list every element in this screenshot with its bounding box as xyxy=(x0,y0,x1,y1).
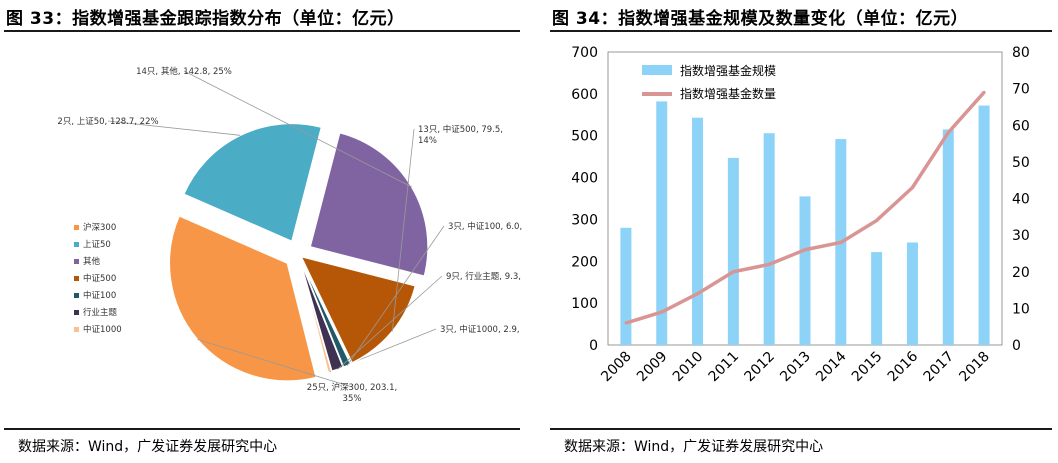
pie-leader-line xyxy=(337,275,443,370)
x-tick-label: 2008 xyxy=(598,349,635,386)
x-tick-label: 2016 xyxy=(885,348,922,385)
figure-33-title: 图 33：指数增强基金跟踪指数分布（单位：亿元） xyxy=(6,9,405,29)
pie-data-label: 25只, 沪深300, 203.1, 35% xyxy=(307,382,397,404)
y-right-tick-label: 10 xyxy=(1012,301,1030,317)
bar-2018 xyxy=(978,105,990,345)
y-right-tick-label: 80 xyxy=(1012,45,1030,61)
y-left-tick-label: 600 xyxy=(571,87,598,103)
y-right-tick-label: 20 xyxy=(1012,265,1030,281)
bar-2015 xyxy=(871,252,883,345)
bar-2012 xyxy=(763,133,775,345)
bar-2009 xyxy=(656,101,668,346)
bar-2011 xyxy=(727,157,739,345)
pie-slice-中证500 xyxy=(299,255,417,364)
y-left-tick-label: 0 xyxy=(589,338,598,354)
pie-slice-沪深300 xyxy=(168,214,318,382)
x-tick-label: 2009 xyxy=(634,349,671,386)
line-point-2017 xyxy=(946,131,950,135)
y-left-tick-label: 700 xyxy=(571,45,598,61)
line-point-2018 xyxy=(982,90,986,94)
figure-33-source: 数据来源：Wind，广发证券发展研究中心 xyxy=(18,439,278,455)
pie-leader-line xyxy=(391,128,415,332)
title-rule xyxy=(550,30,1052,32)
y-left-tick-label: 400 xyxy=(571,171,598,187)
bar-2013 xyxy=(799,196,811,345)
y-right-tick-label: 30 xyxy=(1012,228,1030,244)
pie-leader-line xyxy=(107,120,241,136)
y-left-tick-label: 100 xyxy=(571,296,598,312)
pie-data-label: 3只, 中证100, 6.0, 1% xyxy=(448,221,522,232)
pie-slice-行业主题 xyxy=(298,257,345,373)
legend-swatch xyxy=(74,310,79,315)
y-right-tick-label: 40 xyxy=(1012,192,1030,208)
legend-entry: 中证1000 xyxy=(83,324,122,335)
pie-leader-line xyxy=(183,70,412,188)
figure-34-title: 图 34：指数增强基金规模及数量变化（单位：亿元） xyxy=(552,9,969,29)
source-rule xyxy=(4,428,520,430)
legend-entry: 中证500 xyxy=(83,273,116,284)
figure-34-source: 数据来源：Wind，广发证券发展研究中心 xyxy=(564,439,824,455)
title-rule xyxy=(4,30,520,32)
bar-2017 xyxy=(942,129,954,345)
legend-swatch xyxy=(74,259,79,264)
y-right-tick-label: 60 xyxy=(1012,118,1030,134)
x-tick-label: 2012 xyxy=(741,349,778,386)
line-point-2011 xyxy=(731,270,735,274)
legend-swatch xyxy=(74,327,79,332)
pie-data-label: 13只, 中证500, 79.5, 14% xyxy=(418,124,503,146)
bar-2016 xyxy=(906,242,918,345)
legend-entry-bar: 指数增强基金规模 xyxy=(680,63,776,78)
y-left-tick-label: 200 xyxy=(571,254,598,270)
legend-swatch xyxy=(74,293,79,298)
legend-entry: 其他 xyxy=(83,256,101,267)
line-point-2009 xyxy=(660,310,664,314)
figure-34-panel: 图 34：指数增强基金规模及数量变化（单位：亿元） 0 100 200 300 400 5… xyxy=(546,0,1058,463)
legend-swatch-bar xyxy=(642,65,672,75)
pie-data-label: 2只, 上证50, 128.7, 22% xyxy=(57,117,158,127)
y-left-tick-label: 300 xyxy=(571,212,598,228)
pie-slice-上证50 xyxy=(182,122,323,243)
legend-entry: 上证50 xyxy=(83,240,111,250)
pie-data-label: 3只, 中证1000, 2.9, 1% xyxy=(440,324,522,335)
pie-leader-line xyxy=(197,338,353,388)
legend-entry: 行业主题 xyxy=(83,307,118,318)
bar-2010 xyxy=(692,117,704,345)
x-tick-label: 2011 xyxy=(706,349,743,386)
x-tick-label: 2017 xyxy=(921,349,958,386)
legend-swatch xyxy=(74,225,79,230)
legend-swatch xyxy=(74,276,79,281)
x-tick-label: 2018 xyxy=(956,349,993,386)
bar-2008 xyxy=(620,227,632,345)
y-right-tick-label: 70 xyxy=(1012,82,1030,98)
line-point-2008 xyxy=(624,321,628,325)
y-right-tick-label: 0 xyxy=(1012,338,1021,354)
legend-entry: 沪深300 xyxy=(83,222,116,233)
line-point-2012 xyxy=(767,262,771,266)
pie-chart: 3只, 中证1000, 2.9, 1% 25只, 沪深300, 203.1,35%… xyxy=(57,66,522,404)
pie-data-label: 9只, 行业主题, 9.3, 2% xyxy=(446,271,522,282)
pie-leader-line xyxy=(346,225,445,366)
pie-slice-其他 xyxy=(309,131,429,278)
y-right-tick-label: 50 xyxy=(1012,155,1030,171)
x-tick-label: 2010 xyxy=(670,349,707,386)
y-left-tick-label: 500 xyxy=(571,129,598,145)
figure-33-panel: 图 33：指数增强基金跟踪指数分布（单位：亿元） 3只, 中证1000, 2.9… xyxy=(0,0,522,463)
line-point-2014 xyxy=(839,240,843,244)
legend-entry: 中证100 xyxy=(83,290,116,301)
legend-swatch xyxy=(74,242,79,247)
source-rule xyxy=(550,428,1052,430)
x-tick-label: 2015 xyxy=(849,349,886,386)
line-point-2015 xyxy=(875,218,879,222)
legend-entry-line: 指数增强基金数量 xyxy=(680,86,776,101)
line-point-2010 xyxy=(696,292,700,296)
line-point-2013 xyxy=(803,248,807,252)
bar-line-chart: 0 100 200 300 400 500 600 700 0 10 20 30 40 50 60 70 80 2… xyxy=(571,45,1030,386)
x-tick-label: 2014 xyxy=(813,348,850,385)
pie-data-label: 14只, 其他, 142.8, 25% xyxy=(136,66,232,77)
x-tick-label: 2013 xyxy=(777,349,814,386)
line-point-2016 xyxy=(910,186,914,190)
